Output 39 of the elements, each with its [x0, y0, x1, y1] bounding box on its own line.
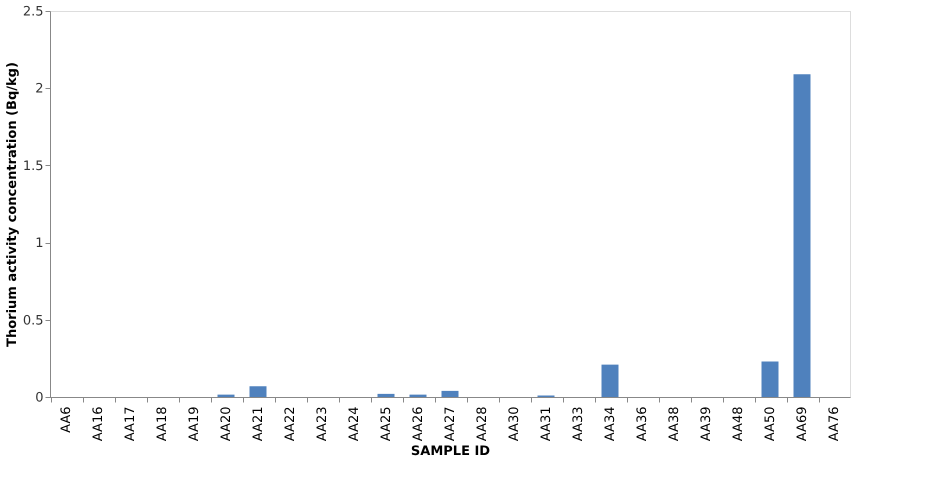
x-tick-label: AA48	[731, 406, 746, 442]
x-tick-label: AA6	[59, 406, 74, 433]
y-axis-title: Thorium activity concentration (Bq/kg)	[4, 62, 20, 347]
x-tick-label: AA34	[603, 406, 618, 442]
x-tick-label: AA30	[507, 406, 522, 442]
x-tick-label: AA23	[315, 406, 330, 442]
bar	[762, 361, 778, 397]
x-tick-label: AA50	[763, 406, 778, 442]
x-tick-label: AA69	[795, 406, 810, 442]
x-tick-label: AA19	[187, 406, 202, 442]
x-tick-label: AA22	[283, 406, 298, 442]
bar	[602, 364, 618, 397]
y-tick-label: 1.5	[22, 158, 44, 174]
x-tick-label: AA28	[475, 406, 490, 442]
y-tick-label: 2.5	[22, 4, 44, 20]
y-tick-label: 0.5	[22, 313, 44, 328]
x-tick-label: AA16	[91, 406, 106, 442]
x-tick-label: AA27	[443, 406, 458, 442]
y-tick-label: 2	[35, 82, 44, 97]
x-tick-label: AA31	[539, 406, 554, 442]
x-tick-label: AA21	[251, 406, 266, 442]
bar	[442, 390, 458, 397]
x-axis-title: SAMPLE ID	[410, 444, 490, 460]
x-tick-label: AA38	[667, 406, 682, 442]
x-tick-label: AA25	[379, 406, 394, 442]
x-tick-label: AA33	[571, 406, 586, 442]
bar	[378, 394, 394, 397]
y-tick-label: 0	[35, 390, 44, 406]
x-tick-label: AA26	[411, 406, 426, 442]
x-tick-label: AA24	[347, 406, 362, 442]
x-tick-label: AA18	[155, 406, 170, 442]
x-tick-label: AA76	[827, 406, 842, 442]
x-tick-label: AA17	[123, 406, 138, 442]
bar	[794, 74, 810, 397]
y-tick-label: 1	[35, 236, 44, 252]
x-tick-label: AA36	[635, 406, 650, 442]
x-tick-label: AA39	[699, 406, 714, 442]
bar	[250, 386, 266, 397]
x-tick-label: AA20	[219, 406, 234, 442]
